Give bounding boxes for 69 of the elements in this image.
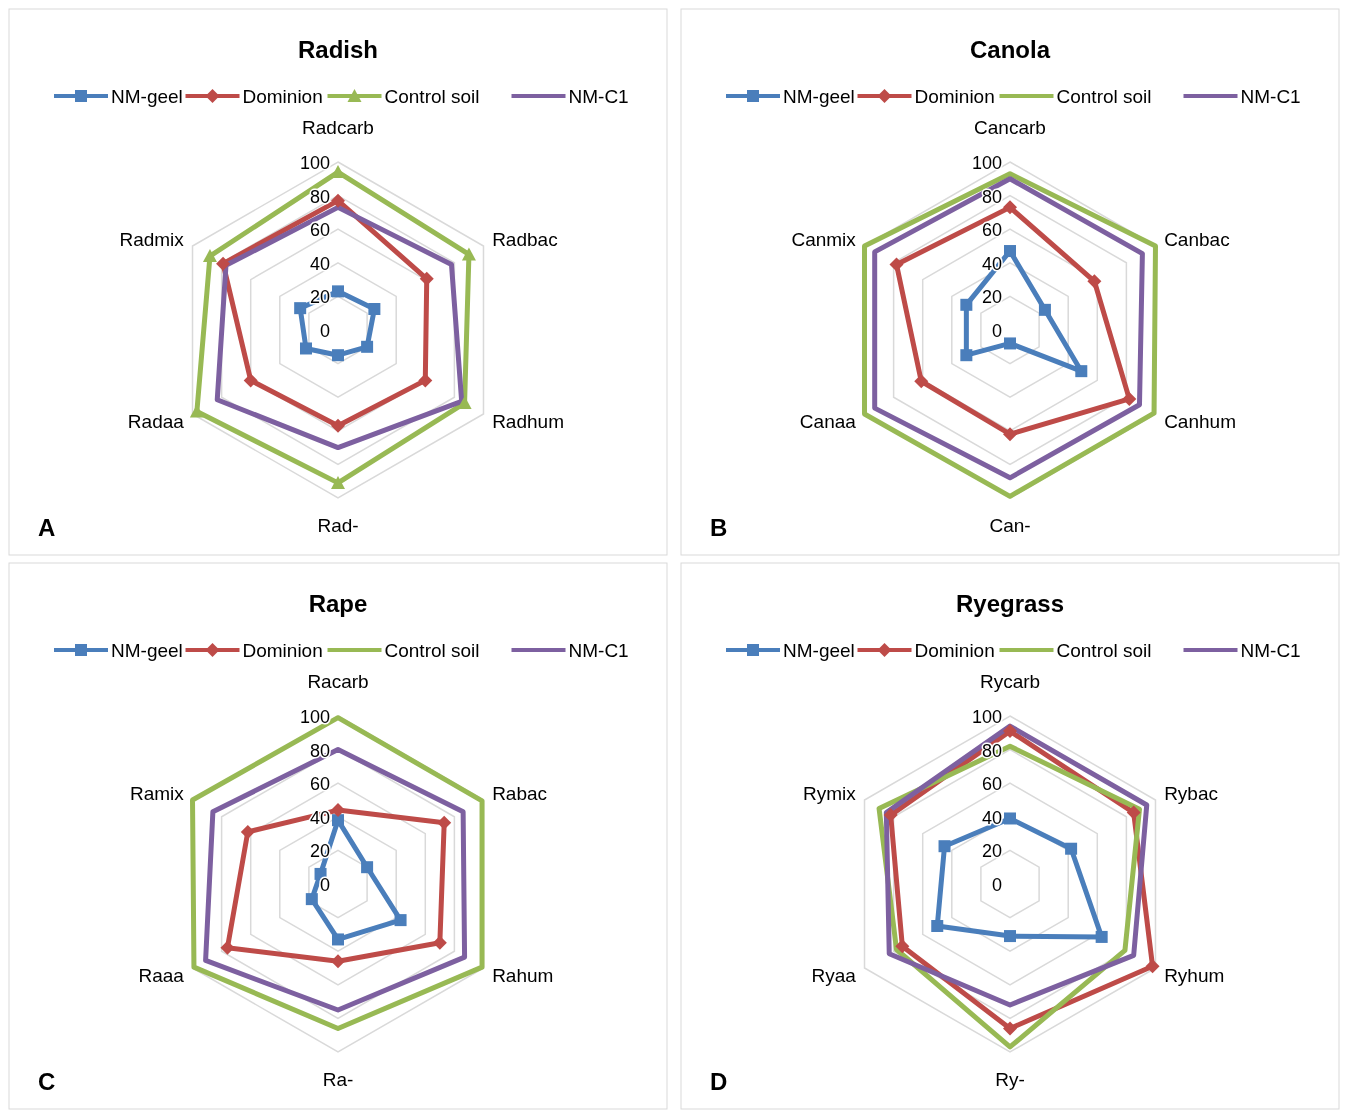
legend-label: Control soil (1056, 640, 1152, 661)
text: C (38, 1068, 56, 1095)
spoke-label: Canbac (1164, 229, 1230, 250)
y-tick-label: 20 (981, 841, 1002, 862)
spoke-label: Raaa (138, 965, 185, 986)
spoke-label: Racarb (307, 671, 369, 692)
y-tick-label: 80 (309, 186, 330, 207)
legend-label: Dominion (914, 86, 995, 107)
spoke-label: Rabac (492, 783, 548, 804)
y-tick-label: 0 (319, 321, 330, 341)
spoke-label: Ry- (995, 1069, 1025, 1090)
legend-label: Control soil (384, 86, 480, 107)
legend-label: Dominion (914, 640, 995, 661)
spoke-label: Ryhum (1164, 965, 1225, 986)
spoke-label: Canmix (791, 229, 857, 250)
spoke-label: Radcarb (302, 117, 374, 138)
spoke-label: Radmix (119, 229, 185, 250)
spoke-label: Radbac (492, 229, 558, 250)
legend-label: NM-geel (783, 86, 855, 107)
spoke-label: Ramix (130, 783, 185, 804)
y-tick-label: 100 (971, 707, 1002, 727)
legend-label: Control soil (1056, 86, 1152, 107)
legend-label: NM-geel (111, 86, 183, 107)
text: B (710, 514, 728, 541)
legend-label: NM-geel (783, 640, 855, 661)
y-tick-label: 0 (991, 321, 1002, 341)
y-tick-label: 20 (309, 287, 330, 308)
spoke-label: Canaa (799, 411, 857, 432)
y-tick-label: 80 (981, 740, 1002, 761)
y-tick-label: 80 (309, 740, 330, 761)
spoke-label: Radhum (492, 411, 564, 432)
legend-label: NM-C1 (1240, 86, 1301, 107)
legend-label: Control soil (384, 640, 480, 661)
spoke-label: Ra- (322, 1069, 354, 1090)
chart-title: Ryegrass (955, 590, 1065, 617)
spoke-label: Canhum (1164, 411, 1236, 432)
legend-label: Dominion (242, 86, 323, 107)
y-tick-label: 60 (981, 220, 1002, 241)
y-tick-label: 100 (971, 153, 1002, 173)
spoke-label: Rymix (803, 783, 857, 804)
y-tick-label: 60 (309, 774, 330, 795)
spoke-label: Can- (989, 515, 1031, 536)
chart-title: Rape (308, 590, 368, 617)
spoke-label: Rycarb (979, 671, 1041, 692)
y-tick-label: 0 (319, 875, 330, 895)
y-tick-label: 60 (309, 220, 330, 241)
legend-label: NM-geel (111, 640, 183, 661)
spoke-label: Radaa (127, 411, 185, 432)
chart-title: Canola (969, 36, 1051, 63)
legend-label: NM-C1 (1240, 640, 1301, 661)
spoke-label: Rybac (1164, 783, 1219, 804)
y-tick-label: 40 (309, 253, 330, 274)
y-tick-label: 40 (981, 807, 1002, 828)
text: D (710, 1068, 728, 1095)
y-tick-label: 60 (981, 774, 1002, 795)
chart-title: Radish (297, 36, 379, 63)
y-tick-label: 100 (299, 707, 330, 727)
spoke-label: Rad- (317, 515, 359, 536)
y-tick-label: 0 (991, 875, 1002, 895)
y-tick-label: 20 (981, 287, 1002, 308)
spoke-label: Cancarb (974, 117, 1046, 138)
text: A (38, 514, 56, 541)
legend-label: NM-C1 (568, 640, 629, 661)
spoke-label: Rahum (492, 965, 554, 986)
y-tick-label: 100 (299, 153, 330, 173)
spoke-label: Ryaa (811, 965, 857, 986)
y-tick-label: 80 (981, 186, 1002, 207)
legend-label: NM-C1 (568, 86, 629, 107)
legend-label: Dominion (242, 640, 323, 661)
